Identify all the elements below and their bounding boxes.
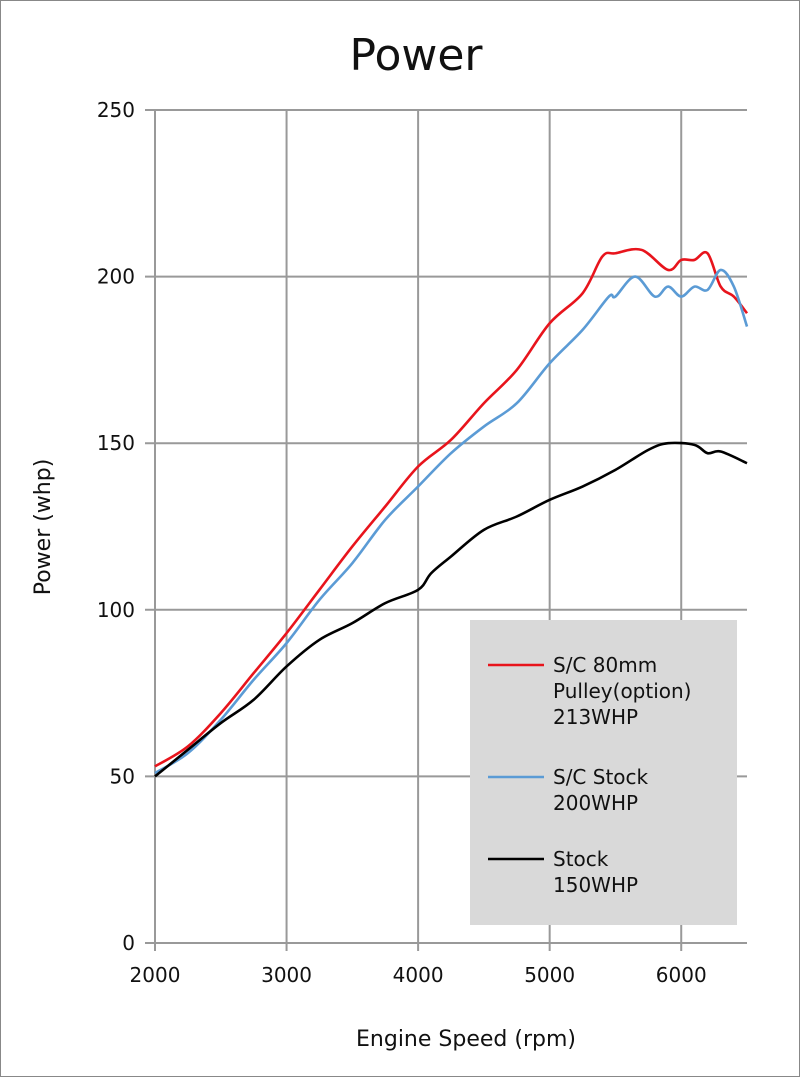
legend-label-0: 213WHP [553,705,638,729]
legend-label-1: S/C Stock [553,765,649,789]
legend-label-0: S/C 80mm [553,653,657,677]
series-line-2 [154,441,748,778]
x-tick-label: 3000 [261,963,312,987]
y-axis-label: Power (whp) [31,459,56,596]
y-tick-label: 50 [110,764,135,788]
y-tick-label: 250 [97,98,135,122]
legend-label-2: 150WHP [553,873,638,897]
legend-box [470,620,737,925]
chart-title: Power [349,30,483,81]
x-tick-label: 5000 [524,963,575,987]
series-line-0 [154,247,749,768]
y-tick-label: 100 [97,598,135,622]
legend-label-1: 200WHP [553,791,638,815]
legend-label-2: Stock [553,847,609,871]
x-tick-label: 2000 [130,963,181,987]
x-tick-label: 4000 [393,963,444,987]
legend-label-0: Pulley(option) [553,679,692,703]
y-tick-label: 200 [97,265,135,289]
x-axis-label: Engine Speed (rpm) [356,1027,576,1052]
y-tick-label: 0 [122,931,135,955]
x-tick-label: 6000 [656,963,707,987]
series-line-1 [154,268,749,775]
y-tick-label: 150 [97,431,135,455]
